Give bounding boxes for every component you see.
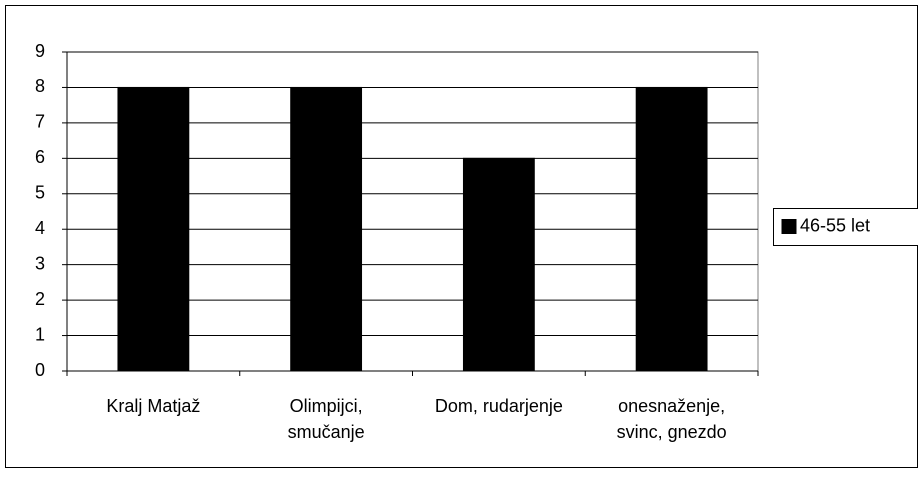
legend-box <box>773 208 918 246</box>
legend-label: 46-55 let <box>800 215 870 235</box>
legend-swatch <box>781 219 797 234</box>
bar <box>117 86 190 372</box>
bar <box>462 157 535 372</box>
x-tick-label: Kralj Matjaž <box>106 396 201 416</box>
y-tick-label: 4 <box>35 218 45 238</box>
y-tick-label: 6 <box>35 147 45 167</box>
x-tick-label: Dom, rudarjenje <box>434 396 563 416</box>
y-tick-label: 8 <box>35 76 45 96</box>
y-tick-label: 1 <box>35 324 45 344</box>
bar <box>635 86 708 372</box>
y-tick-label: 5 <box>35 183 45 203</box>
x-tick-label: Olimpijci, smučanje <box>287 396 365 442</box>
y-tick-label: 3 <box>35 253 45 273</box>
y-tick-label: 9 <box>35 41 45 61</box>
y-tick-label: 0 <box>35 360 45 380</box>
x-tick-label: onesnaženje, svinc, gnezdo <box>616 396 727 442</box>
y-tick-label: 2 <box>35 289 45 309</box>
bar <box>290 86 363 372</box>
y-tick-label: 7 <box>35 112 45 132</box>
